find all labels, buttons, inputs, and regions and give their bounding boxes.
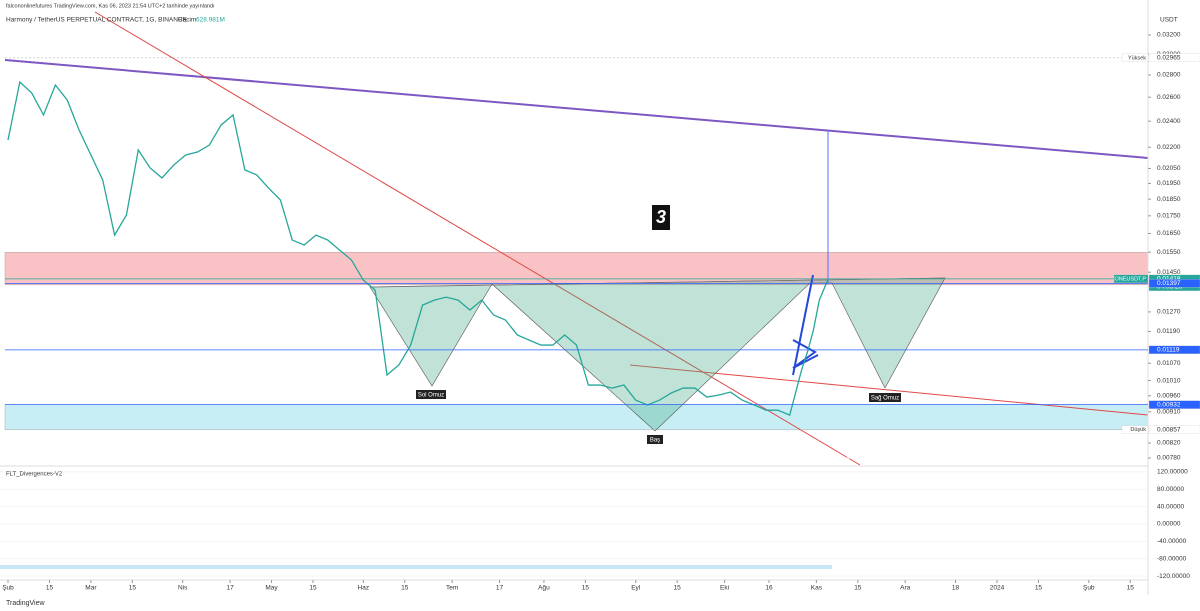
osc-tick-label: 80.00000: [1157, 486, 1184, 493]
y-tick-label: 0.02800: [1157, 72, 1181, 79]
y-tick-label: 0.01450: [1157, 269, 1181, 276]
x-tick-label: Şub: [1083, 585, 1095, 592]
price-label-box: [1148, 53, 1200, 62]
x-tick-label: May: [265, 585, 278, 592]
annotation-box: [647, 435, 663, 444]
oscillator-title: FLT_Divergences-V2: [6, 472, 63, 478]
neckline: [369, 277, 946, 288]
osc-tick-label: 0.00000: [1157, 521, 1181, 528]
osc-tick-label: -40.00000: [1157, 538, 1187, 545]
y-tick-label: 0.02050: [1157, 165, 1181, 172]
price-label-value: 0.01397: [1157, 280, 1181, 287]
price-label-value: 0.02965: [1157, 55, 1181, 62]
osc-tick-label: -120.00000: [1157, 573, 1190, 580]
price-label-name: Yüksek: [1128, 55, 1146, 61]
x-tick-label: Eki: [720, 585, 729, 592]
x-tick-label: 15: [401, 585, 409, 592]
annotation-box: [869, 393, 901, 402]
annotation: Sol Omuz: [418, 393, 444, 399]
price-label-name-box: [1121, 53, 1149, 62]
x-tick-label: Kas: [811, 585, 823, 592]
price-label-name: Düşük: [1130, 427, 1146, 433]
y-tick-label: 0.00960: [1157, 392, 1181, 399]
price-label-value: 0.01418: [1157, 276, 1181, 283]
x-tick-label: 15: [309, 585, 317, 592]
osc-tick-label: -80.00000: [1157, 555, 1187, 562]
volume-label: Hacim: [178, 17, 196, 24]
price-zone: [4, 404, 1149, 430]
y-tick-label: 0.03200: [1157, 32, 1181, 39]
published-text: falcononlinefutures TradingView.com, Kas…: [6, 3, 215, 9]
price-line: [7, 80, 829, 417]
x-tick-label: 15: [1035, 585, 1043, 592]
price-label-value: 0.00932: [1157, 401, 1181, 408]
price-label-value: 0.00857: [1157, 427, 1181, 434]
trendline: [629, 364, 1149, 416]
y-tick-label: 0.01650: [1157, 230, 1181, 237]
x-tick-label: Tem: [446, 585, 458, 592]
y-tick-label: 0.00780: [1157, 455, 1181, 462]
annotation-box: [416, 390, 446, 399]
y-tick-label: 0.00910: [1157, 409, 1181, 416]
y-tick-label: 0.01270: [1157, 309, 1181, 316]
y-tick-label: 0.02600: [1157, 94, 1181, 101]
osc-tick-label: 40.00000: [1157, 503, 1184, 510]
price-label-name-box: [1121, 425, 1149, 434]
x-tick-label: 15: [1127, 585, 1135, 592]
pennant: [792, 339, 819, 369]
x-tick-label: 2024: [990, 585, 1005, 592]
annotation: Baş: [650, 438, 660, 444]
price-zone: [4, 252, 1149, 286]
x-tick-label: Haz: [358, 585, 370, 592]
annotation: Sağ Omuz: [871, 396, 899, 402]
x-tick-label: Ağu: [538, 585, 550, 592]
x-tick-label: Şub: [2, 585, 14, 592]
y-tick-label: 0.01010: [1157, 377, 1181, 384]
x-tick-label: 17: [496, 585, 504, 592]
price-label-box: [1148, 345, 1200, 354]
y-tick-label: 0.01750: [1157, 213, 1181, 220]
x-tick-label: 16: [765, 585, 773, 592]
y-tick-label: 0.01070: [1157, 360, 1181, 367]
volume-value: 628.981M: [196, 17, 225, 24]
x-tick-label: 17: [226, 585, 234, 592]
chart-title: Harmony / TetherUS PERPETUAL CONTRACT, 1…: [6, 17, 188, 24]
y-tick-label: 0.02200: [1157, 144, 1181, 151]
price-label-name-box: [1113, 274, 1149, 284]
y-tick-label: 0.01550: [1157, 249, 1181, 256]
y-tick-label: 0.02400: [1157, 118, 1181, 125]
osc-tick-label: 120.00000: [1157, 469, 1188, 476]
price-label-value: 0.01119: [1157, 347, 1180, 354]
y-tick-label: 0.00820: [1157, 440, 1181, 447]
oscillator-band: [0, 565, 832, 569]
y-tick-label: 0.01950: [1157, 180, 1181, 187]
x-tick-label: Mar: [85, 585, 97, 592]
head-shoulders-pattern: [369, 277, 946, 432]
annotation: 3: [656, 207, 666, 227]
price-label-name: ONEUSDT.P: [1115, 276, 1147, 282]
brand: TradingView: [6, 600, 45, 607]
x-tick-label: 15: [46, 585, 54, 592]
x-tick-label: Eyl: [631, 585, 641, 592]
y-tick-label: 0.01850: [1157, 196, 1181, 203]
flag-pole: [792, 274, 814, 376]
x-tick-label: 15: [582, 585, 590, 592]
x-tick-label: Nis: [178, 585, 188, 592]
price-label-box: [1148, 400, 1200, 409]
x-tick-label: 15: [674, 585, 682, 592]
annotation-box: [652, 205, 670, 230]
currency: USDT: [1160, 17, 1178, 24]
x-tick-label: 15: [129, 585, 137, 592]
trendline: [94, 11, 861, 466]
trendline: [4, 59, 1149, 159]
y-tick-label: 0.01190: [1157, 328, 1180, 335]
x-tick-label: Ara: [900, 585, 911, 592]
x-tick-label: 18: [952, 585, 960, 592]
price-label-box: [1148, 279, 1200, 288]
x-tick-label: 15: [854, 585, 862, 592]
price-label-box: [1148, 425, 1200, 434]
